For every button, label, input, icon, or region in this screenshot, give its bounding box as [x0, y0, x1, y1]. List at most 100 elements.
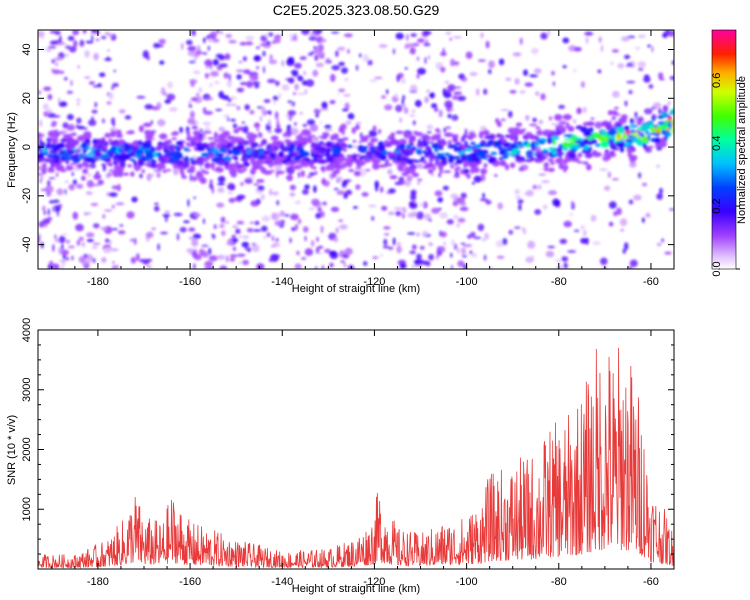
spectrogram-cell: [189, 173, 192, 182]
spectrogram-cell: [573, 46, 582, 52]
spectrogram-cell: [136, 95, 146, 99]
spectrogram-cell: [595, 133, 603, 140]
spectrogram-cell: [338, 88, 346, 93]
spectrogram-cell: [380, 254, 383, 257]
spectrogram-cell: [599, 136, 609, 143]
spectrogram-cell: [39, 151, 47, 155]
spectrogram-cell: [453, 174, 461, 178]
spectrogram-cell: [286, 142, 290, 148]
spectrogram-cell: [535, 126, 541, 130]
spectrogram-cell: [488, 158, 497, 164]
spectrogram-cell: [461, 255, 468, 258]
spectrogram-cell: [409, 84, 418, 92]
spectrogram-cell: [625, 64, 635, 67]
spectrogram-cell: [76, 102, 80, 106]
spectrogram-cell: [424, 57, 427, 64]
spectrogram-cell: [48, 177, 56, 180]
spectrogram-cell: [584, 31, 594, 36]
spectrogram-cell: [227, 149, 233, 155]
spectrogram-cell: [53, 129, 59, 134]
spectrogram-cell: [524, 82, 533, 87]
spectrogram-cell: [306, 136, 313, 144]
snr-y-tick-label: 2000: [21, 437, 33, 461]
spectrogram-cell: [71, 255, 74, 261]
spectrogram-cell: [384, 104, 393, 111]
spectrogram-cell: [156, 44, 164, 48]
spectrogram-cell: [391, 137, 395, 144]
spectrogram-cell: [276, 123, 281, 129]
spectrogram-cell: [252, 81, 260, 85]
spectrogram-cell: [40, 142, 46, 146]
spectrogram-cell: [216, 254, 225, 260]
spectrogram-cell: [438, 207, 442, 211]
spectrogram-cell: [611, 178, 620, 181]
spectrogram-cell: [242, 235, 250, 239]
spectrogram-cell: [133, 160, 137, 166]
spectrogram-cell: [671, 122, 674, 127]
spectrogram-cell: [656, 164, 660, 169]
colorbar-label: Normalized spectral amplitude: [736, 76, 748, 224]
spectrogram-cell: [340, 260, 345, 263]
spectrogram-cell: [195, 158, 204, 165]
spectrogram-cell: [451, 239, 456, 247]
spectrogram-cell: [257, 132, 262, 135]
spectrogram-cell: [541, 180, 550, 183]
spectrogram-cell: [298, 218, 302, 224]
spectrogram-cell: [488, 68, 492, 75]
spectrogram-cell: [149, 131, 155, 137]
spectrogram-cell: [218, 134, 227, 138]
spectrogram-cell: [447, 113, 452, 119]
spectrogram-cell: [300, 130, 309, 133]
spectrogram-cell: [254, 55, 260, 61]
spectrogram-cell: [655, 144, 659, 147]
spectrogram-cell: [75, 124, 79, 129]
spectrogram-cell: [243, 167, 247, 172]
spectrogram-cell: [431, 142, 440, 149]
spectrogram-cell: [93, 173, 102, 180]
spectrogram-cell: [183, 220, 190, 224]
spectrogram-cell: [342, 108, 349, 112]
spectrogram-cell: [63, 53, 70, 58]
spectrogram-cell: [41, 168, 47, 175]
spectrogram-cell: [97, 179, 104, 185]
spectrogram-cell: [434, 162, 442, 167]
spectrogram-cell: [66, 124, 76, 131]
spectrogram-cell: [58, 101, 68, 107]
spectrogram-cell: [424, 96, 429, 104]
spectrogram-cell: [244, 177, 253, 184]
spectrogram-cell: [207, 137, 215, 140]
spectrogram-cell: [544, 166, 548, 172]
spectrogram-cell: [111, 82, 119, 88]
spectrogram-cell: [402, 95, 406, 100]
spectrogram-cell: [452, 136, 459, 143]
spectrogram-cell: [237, 126, 245, 131]
spectrogram-cell: [508, 110, 513, 118]
spectrogram-cell: [331, 173, 338, 176]
spectrogram-cell: [572, 119, 577, 124]
spectrogram-frame: [37, 29, 675, 270]
spectrogram-cell: [550, 161, 555, 165]
spectrogram-cell: [484, 157, 489, 160]
spectrogram-cell: [326, 156, 334, 163]
spectrogram-x-tick-label: -80: [551, 276, 567, 288]
spectrogram-cell: [294, 223, 299, 231]
spectrogram-cell: [47, 180, 51, 187]
spectrogram-cell: [337, 146, 343, 152]
spectrogram-cell: [274, 111, 279, 120]
spectrogram-cell: [401, 78, 406, 84]
spectrogram-cell: [251, 144, 256, 147]
spectrogram-cell: [65, 239, 71, 244]
spectrogram-cell: [156, 206, 160, 212]
spectrogram-cell: [92, 258, 96, 263]
spectrogram-cell: [215, 108, 223, 112]
spectrogram-cell: [217, 175, 226, 183]
spectrogram-cell: [653, 137, 661, 144]
spectrogram-cell: [585, 36, 589, 44]
spectrogram-cell: [54, 158, 60, 164]
spectrogram-cell: [311, 240, 315, 247]
spectrogram-cell: [286, 174, 294, 182]
spectrogram-cell: [186, 136, 194, 142]
spectrogram-cell: [270, 245, 276, 248]
spectrogram-cell: [187, 50, 197, 57]
spectrogram-cell: [47, 168, 55, 173]
